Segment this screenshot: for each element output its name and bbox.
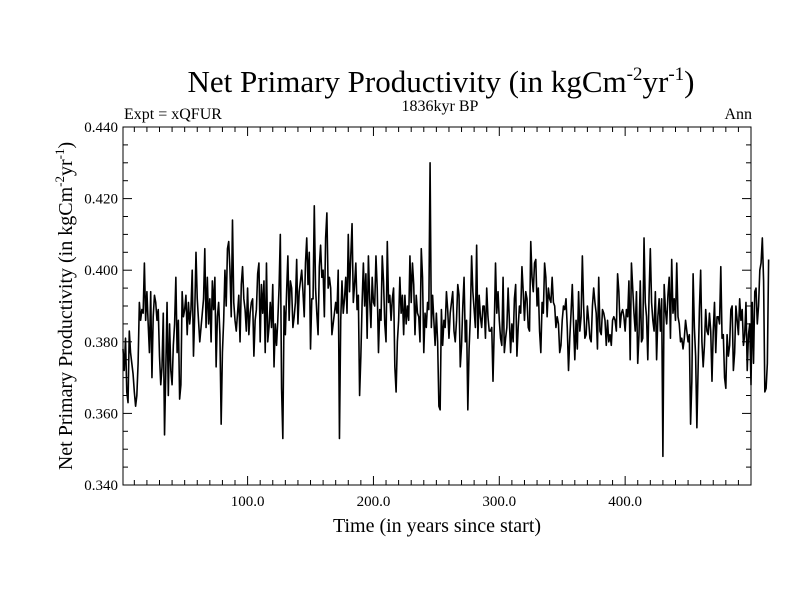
period-label: 1836kyr BP bbox=[402, 98, 479, 115]
y-tick-label: 0.420 bbox=[84, 192, 118, 208]
x-tick-label: 400.0 bbox=[608, 494, 642, 510]
y-tick-label: 0.380 bbox=[84, 335, 118, 351]
x-tick-label: 200.0 bbox=[357, 494, 391, 510]
y-tick-label: 0.340 bbox=[84, 478, 118, 494]
y-tick-label: 0.400 bbox=[84, 263, 118, 279]
npp-series-line bbox=[122, 162, 770, 458]
y-tick-label: 0.360 bbox=[84, 406, 118, 422]
x-tick-label: 100.0 bbox=[231, 494, 265, 510]
y-tick-label: 0.440 bbox=[84, 120, 118, 136]
y-axis-ticks: 0.340 0.360 0.380 0.400 0.420 0.440 bbox=[84, 120, 751, 494]
x-axis-label: Time (in years since start) bbox=[333, 515, 541, 537]
series-layer bbox=[122, 162, 770, 458]
y-axis-label: Net Primary Productivity (in kgCm-2yr-1) bbox=[52, 142, 77, 470]
chart-title: Net Primary Productivity (in kgCm-2yr-1) bbox=[188, 64, 695, 99]
plot-frame bbox=[122, 126, 752, 486]
experiment-label: Expt = xQFUR bbox=[124, 106, 222, 123]
season-label: Ann bbox=[724, 106, 752, 123]
x-tick-label: 300.0 bbox=[482, 494, 516, 510]
x-axis-ticks: 100.0 200.0 300.0 400.0 bbox=[133, 127, 739, 510]
